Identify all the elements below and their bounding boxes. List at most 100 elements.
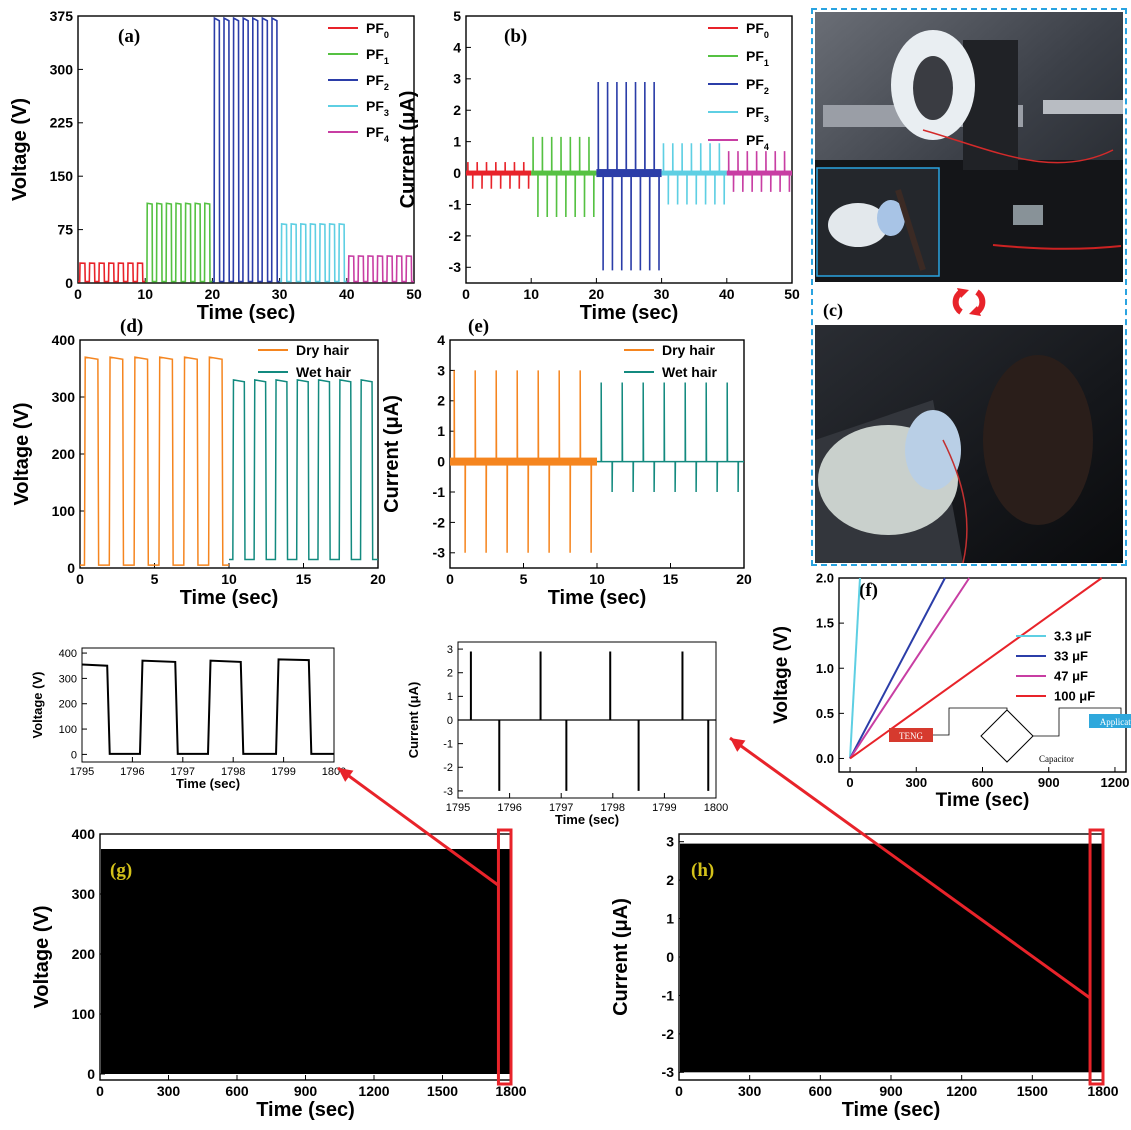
- highlight-box-h: [1088, 828, 1105, 1086]
- y-tick-label: 400: [59, 648, 77, 660]
- legend-label: Dry hair: [296, 342, 349, 358]
- y-tick-label: 225: [50, 115, 74, 131]
- y-tick-label: 100: [72, 1006, 96, 1022]
- chart-a: 0 10 20 30 40 50 0 75 150 225 300 375 Time (sec) Volt…: [9, 8, 422, 324]
- x-tick-label: 1800: [704, 802, 728, 814]
- chart-g: 0 300 600 900 1200 1500 1800 0 100 200 300 400 Time …: [31, 826, 527, 1121]
- arrow-shaft: [729, 736, 1091, 1000]
- series-line-PF2: [212, 16, 280, 283]
- y-tick-label: 1: [437, 423, 445, 439]
- series-line-PF0: [78, 262, 146, 283]
- y-tick-label: 300: [52, 389, 76, 405]
- chart-h_zoom: 1795 1796 1797 1798 1799 1800 -3 -2 -1 0 1 2 3 Time (…: [406, 641, 728, 827]
- y-tick-label: 150: [50, 168, 74, 184]
- x-axis-label: Time (sec): [936, 790, 1030, 811]
- y-tick-label: 2: [437, 393, 445, 409]
- capacitor-label: Capacitor: [1039, 754, 1074, 764]
- zoom-arrow-h: [729, 736, 1091, 1000]
- y-axis-label: Voltage (V): [771, 626, 792, 724]
- x-axis-label: Time (sec): [580, 302, 679, 324]
- x-tick-label: 900: [294, 1083, 318, 1099]
- series-area-g: [101, 849, 510, 1074]
- x-tick-label: 600: [972, 775, 994, 790]
- photo-setup-bottom: [815, 325, 1123, 564]
- legend-label: 47 μF: [1054, 669, 1088, 684]
- arrow-shaft: [337, 766, 499, 887]
- y-tick-label: 0: [71, 749, 77, 761]
- legend-label: PF3: [366, 98, 389, 118]
- teng-box: [889, 728, 933, 742]
- x-tick-label: 20: [205, 286, 221, 302]
- panel-label-c: (c): [823, 300, 843, 321]
- y-tick-label: 4: [437, 332, 445, 348]
- series-line-3.3 μF: [849, 577, 861, 759]
- legend-label: PF4: [366, 124, 390, 144]
- series-line-zoom-voltage: [81, 658, 334, 755]
- y-tick-label: 1.5: [816, 616, 834, 631]
- legend-label: PF0: [366, 20, 389, 40]
- x-tick-label: 300: [738, 1083, 762, 1099]
- y-tick-label: -3: [443, 786, 453, 798]
- y-tick-label: 1: [453, 134, 461, 150]
- y-tick-label: 5: [453, 8, 461, 24]
- y-tick-label: 0.5: [816, 706, 834, 721]
- legend-label: PF2: [366, 72, 389, 92]
- panel-label: (e): [468, 316, 489, 337]
- chart-h: 0 300 600 900 1200 1500 1800 -3 -2 -1 0 1 2 3 Time (se…: [610, 828, 1119, 1121]
- legend-label: PF2: [746, 76, 769, 96]
- y-axis-label: Voltage (V): [30, 672, 45, 739]
- x-tick-label: 30: [654, 286, 670, 302]
- y-tick-label: 3: [447, 644, 453, 656]
- arrow-head: [730, 738, 746, 752]
- x-tick-label: 20: [370, 571, 386, 587]
- x-tick-label: 15: [296, 571, 312, 587]
- panel-label: (d): [120, 316, 143, 337]
- y-tick-label: 200: [59, 699, 77, 711]
- series-line-47 μF: [849, 577, 971, 760]
- x-tick-label: 1797: [549, 802, 573, 814]
- x-tick-label: 0: [846, 775, 853, 790]
- y-tick-label: -2: [449, 228, 462, 244]
- x-tick-label: 40: [719, 286, 735, 302]
- y-tick-label: 200: [52, 446, 76, 462]
- x-tick-label: 5: [151, 571, 159, 587]
- y-tick-label: 300: [50, 61, 74, 77]
- x-tick-label: 300: [157, 1083, 181, 1099]
- y-tick-label: 1: [666, 910, 674, 926]
- rotate-arrows-icon: [952, 288, 986, 316]
- y-tick-label: 2: [453, 102, 461, 118]
- y-tick-label: -1: [449, 196, 462, 212]
- y-tick-label: 300: [59, 673, 77, 685]
- series-band-PF0: [466, 170, 532, 176]
- x-tick-label: 0: [74, 286, 82, 302]
- application-box: [1089, 714, 1131, 728]
- legend-label: Wet hair: [296, 364, 352, 380]
- y-tick-label: 3: [453, 71, 461, 87]
- y-tick-label: 400: [72, 826, 96, 842]
- panel-label: (b): [504, 26, 527, 47]
- panel-label: (a): [118, 26, 140, 47]
- legend-label: Wet hair: [662, 364, 718, 380]
- x-tick-label: 1796: [497, 802, 521, 814]
- x-tick-label: 1797: [171, 766, 195, 778]
- y-tick-label: 2.0: [816, 571, 834, 586]
- series-band-PF3: [661, 170, 727, 176]
- legend-label: Dry hair: [662, 342, 715, 358]
- y-tick-label: -1: [433, 484, 446, 500]
- y-tick-label: -3: [449, 259, 462, 275]
- x-tick-label: 1799: [652, 802, 676, 814]
- y-tick-label: 3: [666, 834, 674, 850]
- x-axis-label: Time (sec): [256, 1099, 355, 1121]
- panel-label: (f): [859, 580, 878, 601]
- zoom-arrow-g: [337, 766, 499, 887]
- x-tick-label: 1795: [446, 802, 470, 814]
- x-tick-label: 600: [225, 1083, 249, 1099]
- x-tick-label: 1500: [427, 1083, 458, 1099]
- y-tick-label: -3: [433, 545, 446, 561]
- photo-panel-svg: (c): [815, 12, 1123, 564]
- x-tick-label: 40: [339, 286, 355, 302]
- x-tick-label: 0: [446, 571, 454, 587]
- x-tick-label: 20: [736, 571, 752, 587]
- y-tick-label: 0: [437, 454, 445, 470]
